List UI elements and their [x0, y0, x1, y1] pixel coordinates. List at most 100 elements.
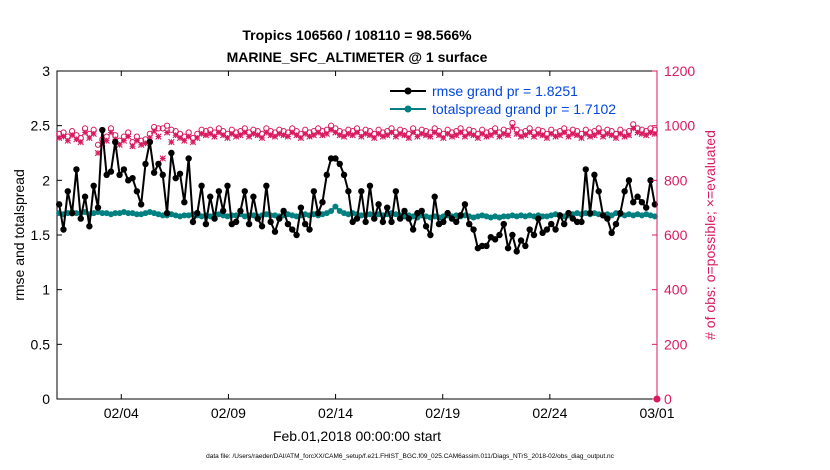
rmse-point — [530, 231, 538, 239]
obs-evaluated-point — [608, 132, 615, 139]
rmse-point — [280, 207, 287, 215]
obs-evaluated-point — [159, 155, 166, 162]
rmse-point — [181, 199, 188, 206]
obs-evaluated-point — [453, 132, 460, 139]
obs-evaluated-point — [358, 133, 365, 140]
obs-evaluated-point — [198, 130, 205, 138]
obs-evaluated-point — [414, 133, 421, 140]
totalspread-point — [125, 210, 132, 217]
rmse-point — [552, 226, 559, 233]
obs-evaluated-point — [133, 137, 141, 144]
y-right-tick-label: 1000 — [664, 118, 695, 134]
rmse-point — [353, 215, 361, 222]
plot-area — [56, 70, 658, 400]
rmse-point — [595, 188, 602, 195]
obs-evaluated-point — [120, 137, 128, 144]
rmse-point — [362, 218, 369, 226]
rmse-point — [384, 204, 391, 211]
legend-spread-label: totalspread grand pr = 1.7102 — [432, 101, 616, 117]
rmse-point — [293, 231, 300, 239]
obs-evaluated-point — [125, 133, 132, 140]
obs-evaluated-point — [569, 130, 577, 138]
rmse-point — [107, 168, 115, 175]
rmse-point — [517, 237, 525, 244]
obs-evaluated-point — [651, 130, 659, 138]
obs-evaluated-point — [625, 132, 633, 139]
obs-evaluated-point — [401, 132, 408, 139]
obs-evaluated-point — [409, 129, 417, 136]
chart-title-line1: Tropics 106560 / 108110 = 98.566% — [242, 27, 472, 43]
rmse-point — [578, 218, 585, 226]
totalspread-point — [133, 211, 140, 218]
x-tick-label: 02/04 — [104, 405, 139, 421]
rmse-point — [155, 160, 162, 168]
obs-evaluated-point — [526, 129, 533, 136]
y-left-tick-label: 0 — [42, 391, 50, 407]
rmse-point — [643, 204, 650, 211]
rmse-point — [77, 215, 84, 222]
legend-spread-marker — [404, 105, 412, 113]
y-left-tick-label: 3 — [42, 63, 50, 79]
obs-evaluated-point — [323, 130, 330, 138]
obs-evaluated-point — [466, 130, 473, 138]
obs-evaluated-point — [634, 129, 641, 136]
obs-evaluated-point — [146, 134, 153, 142]
totalspread-point — [651, 213, 658, 220]
rmse-point — [306, 226, 313, 233]
y-right-tick-label: 800 — [664, 172, 688, 188]
rmse-point — [120, 166, 128, 173]
obs-evaluated-point — [224, 134, 231, 142]
obs-evaluated-point — [327, 126, 335, 133]
obs-evaluated-point — [150, 127, 158, 135]
rmse-point — [366, 182, 374, 189]
obs-evaluated-point — [504, 132, 512, 139]
obs-evaluated-point — [250, 130, 257, 138]
rmse-point — [68, 209, 76, 217]
obs-evaluated-point — [461, 133, 469, 140]
obs-evaluated-point — [427, 133, 434, 140]
rmse-point — [207, 193, 214, 200]
obs-evaluated-point — [90, 130, 97, 138]
obs-evaluated-point — [181, 137, 188, 144]
obs-evaluated-point — [630, 125, 637, 132]
obs-evaluated-point — [172, 132, 179, 139]
obs-evaluated-point — [444, 130, 451, 138]
obs-evaluated-point — [578, 134, 585, 142]
obs-evaluated-point — [647, 129, 654, 136]
rmse-point — [535, 215, 542, 222]
obs-evaluated-point — [86, 134, 93, 142]
rmse-point — [457, 212, 464, 219]
legend-rmse-marker — [404, 87, 412, 95]
rmse-point — [647, 177, 654, 184]
obs-evaluated-point — [435, 132, 443, 139]
rmse-point — [630, 199, 637, 206]
y-left-tick-label: 1.5 — [31, 227, 51, 243]
obs-evaluated-point — [340, 133, 348, 140]
rmse-point — [133, 188, 141, 195]
rmse-point — [284, 220, 292, 228]
rmse-point — [194, 209, 201, 217]
totalspread-point — [332, 203, 339, 210]
totalspread-point — [328, 207, 335, 214]
obs-evaluated-point — [241, 129, 248, 136]
rmse-point — [215, 188, 223, 195]
obs-evaluated-point — [310, 132, 318, 139]
rmse-point — [440, 218, 447, 226]
rmse-point — [289, 226, 296, 233]
rmse-point — [651, 201, 659, 208]
obs-evaluated-point — [73, 136, 80, 143]
obs-evaluated-point — [388, 129, 395, 136]
rmse-point — [146, 138, 154, 146]
rmse-point — [586, 209, 594, 217]
totalspread-point — [358, 212, 365, 219]
rmse-point — [73, 166, 80, 173]
rmse-point — [202, 220, 210, 228]
obs-evaluated-point — [319, 132, 326, 139]
rmse-point — [358, 188, 365, 195]
obs-possible-point — [163, 122, 171, 129]
rmse-point — [444, 209, 451, 217]
obs-evaluated-point — [362, 130, 369, 138]
rmse-point — [396, 215, 404, 222]
obs-evaluated-point — [586, 133, 594, 140]
obs-evaluated-point — [483, 133, 490, 140]
